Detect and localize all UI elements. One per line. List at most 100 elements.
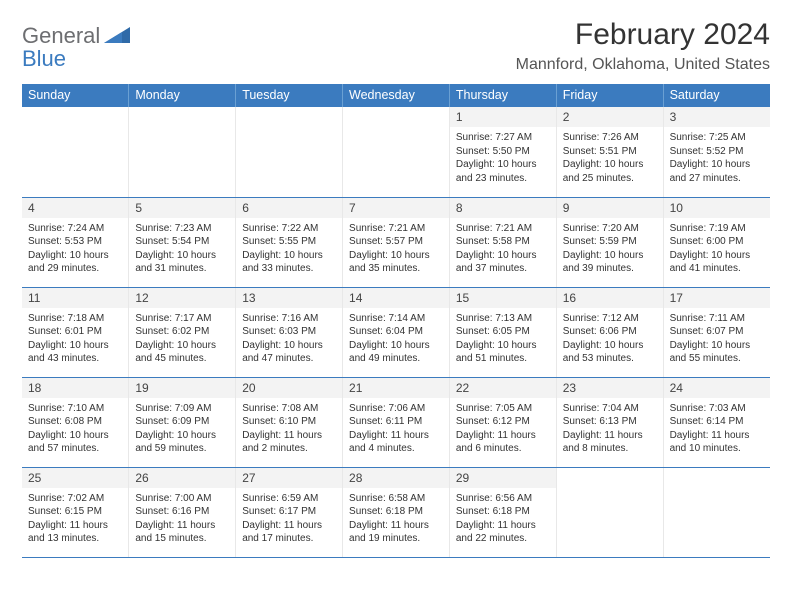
sunrise-line: Sunrise: 6:56 AM: [456, 493, 532, 504]
daylight-line: Daylight: 11 hours and 2 minutes.: [242, 430, 322, 455]
calendar-cell: 9Sunrise: 7:20 AMSunset: 5:59 PMDaylight…: [556, 197, 663, 287]
calendar-cell: 2Sunrise: 7:26 AMSunset: 5:51 PMDaylight…: [556, 107, 663, 197]
day-details: Sunrise: 7:19 AM Sunset: 6:00 PM Daylight:…: [664, 218, 770, 282]
day-details: Sunrise: 7:17 AMSunset: 6:02 PMDaylight:…: [129, 308, 235, 372]
brand-logo: General Blue: [22, 24, 130, 70]
sunrise-line: Sunrise: 7:12 AM: [563, 313, 639, 324]
day-number: 28: [343, 468, 449, 488]
sunrise-line: Sunrise: 7:21 AM: [456, 223, 532, 234]
calendar-cell: [663, 467, 770, 557]
day-details: Sunrise: 7:10 AM Sunset: 6:08 PM Daylight:…: [22, 398, 128, 462]
day-details: Sunrise: 7:21 AM Sunset: 5:58 PM Daylight:…: [450, 218, 556, 282]
daylight-line: Daylight: 10 hours and 57 minutes.: [28, 430, 109, 455]
daylight-line: Daylight: 10 hours and 25 minutes.: [563, 159, 644, 184]
calendar-cell: 25Sunrise: 7:02 AMSunset: 6:15 PMDayligh…: [22, 467, 129, 557]
daylight-line: Daylight: 10 hours and 43 minutes.: [28, 340, 109, 365]
sunrise-line: Sunrise: 7:05 AM: [456, 403, 532, 414]
calendar-week-row: 18Sunrise: 7:10 AMSunset: 6:08 PMDayligh…: [22, 377, 770, 467]
day-number: 3: [664, 107, 770, 127]
sunset-line: Sunset: 6:07 PM: [670, 326, 744, 337]
sunrise-line: Sunrise: 7:03 AM: [670, 403, 746, 414]
day-number: 24: [664, 378, 770, 398]
sunset-line: Sunset: 5:58 PM: [456, 236, 530, 247]
calendar-cell: [343, 107, 450, 197]
sunset-line: Sunset: 5:54 PM: [135, 236, 209, 247]
daylight-line: Daylight: 10 hours and 51 minutes.: [456, 340, 537, 365]
calendar-cell: 15Sunrise: 7:13 AMSunset: 6:05 PMDayligh…: [449, 287, 556, 377]
day-details: Sunrise: 7:12 AMSunset: 6:06 PMDaylight:…: [557, 308, 663, 372]
daylight-line: Daylight: 10 hours and 39 minutes.: [563, 250, 644, 275]
sunrise-line: Sunrise: 7:09 AM: [135, 403, 211, 414]
brand-word1: General: [22, 23, 100, 48]
daylight-line: Daylight: 10 hours and 35 minutes.: [349, 250, 430, 275]
day-number: 29: [450, 468, 556, 488]
sunset-line: Sunset: 6:03 PM: [242, 326, 316, 337]
calendar-week-row: 1Sunrise: 7:27 AMSunset: 5:50 PMDaylight…: [22, 107, 770, 197]
sunrise-line: Sunrise: 6:58 AM: [349, 493, 425, 504]
triangle-icon: [100, 23, 130, 48]
calendar-cell: [22, 107, 129, 197]
daylight-line: Daylight: 10 hours and 41 minutes.: [670, 250, 751, 275]
daylight-line: Daylight: 11 hours and 19 minutes.: [349, 520, 429, 545]
sunset-line: Sunset: 6:12 PM: [456, 416, 530, 427]
daylight-line: Daylight: 10 hours and 33 minutes.: [242, 250, 323, 275]
sunset-line: Sunset: 6:09 PM: [135, 416, 209, 427]
daylight-line: Daylight: 11 hours and 4 minutes.: [349, 430, 429, 455]
daylight-line: Daylight: 10 hours and 53 minutes.: [563, 340, 644, 365]
sunrise-line: Sunrise: 7:02 AM: [28, 493, 104, 504]
daylight-line: Daylight: 10 hours and 23 minutes.: [456, 159, 537, 184]
sunrise-line: Sunrise: 7:08 AM: [242, 403, 318, 414]
calendar-table: Sunday Monday Tuesday Wednesday Thursday…: [22, 84, 770, 558]
day-number: 20: [236, 378, 342, 398]
day-number: 22: [450, 378, 556, 398]
sunset-line: Sunset: 6:00 PM: [670, 236, 744, 247]
day-number: 25: [22, 468, 128, 488]
sunrise-line: Sunrise: 7:13 AM: [456, 313, 532, 324]
day-number: 7: [343, 198, 449, 218]
sunset-line: Sunset: 6:01 PM: [28, 326, 102, 337]
sunrise-line: Sunrise: 7:00 AM: [135, 493, 211, 504]
day-details: Sunrise: 7:26 AMSunset: 5:51 PMDaylight:…: [557, 127, 663, 191]
sunset-line: Sunset: 6:08 PM: [28, 416, 102, 427]
calendar-cell: 12Sunrise: 7:17 AMSunset: 6:02 PMDayligh…: [129, 287, 236, 377]
day-number: 14: [343, 288, 449, 308]
sunrise-line: Sunrise: 7:23 AM: [135, 223, 211, 234]
calendar-cell: 29Sunrise: 6:56 AMSunset: 6:18 PMDayligh…: [449, 467, 556, 557]
sunset-line: Sunset: 6:11 PM: [349, 416, 422, 427]
sunrise-line: Sunrise: 7:21 AM: [349, 223, 425, 234]
day-number: 21: [343, 378, 449, 398]
header: General Blue February 2024 Mannford, Okl…: [22, 18, 770, 74]
day-details: Sunrise: 7:23 AM Sunset: 5:54 PM Daylight:…: [129, 218, 235, 282]
daylight-line: Daylight: 10 hours and 31 minutes.: [135, 250, 216, 275]
daylight-line: Daylight: 10 hours and 59 minutes.: [135, 430, 216, 455]
day-details: Sunrise: 7:18 AM Sunset: 6:01 PM Daylight:…: [22, 308, 128, 372]
day-details: Sunrise: 6:58 AM Sunset: 6:18 PM Daylight:…: [343, 488, 449, 552]
calendar-cell: 7Sunrise: 7:21 AMSunset: 5:57 PMDaylight…: [343, 197, 450, 287]
sunrise-line: Sunrise: 7:19 AM: [670, 223, 746, 234]
day-details: Sunrise: 7:22 AMSunset: 5:55 PMDaylight:…: [236, 218, 342, 282]
sunset-line: Sunset: 6:18 PM: [456, 506, 530, 517]
sunrise-line: Sunrise: 7:26 AM: [563, 132, 639, 143]
calendar-cell: 18Sunrise: 7:10 AMSunset: 6:08 PMDayligh…: [22, 377, 129, 467]
daylight-line: Daylight: 11 hours and 10 minutes.: [670, 430, 750, 455]
sunset-line: Sunset: 6:18 PM: [349, 506, 423, 517]
sunrise-line: Sunrise: 7:27 AM: [456, 132, 532, 143]
calendar-week-row: 4Sunrise: 7:24 AMSunset: 5:53 PMDaylight…: [22, 197, 770, 287]
sunset-line: Sunset: 6:05 PM: [456, 326, 530, 337]
calendar-cell: 23Sunrise: 7:04 AMSunset: 6:13 PMDayligh…: [556, 377, 663, 467]
calendar-cell: 10Sunrise: 7:19 AMSunset: 6:00 PMDayligh…: [663, 197, 770, 287]
calendar-cell: 28 Sunrise: 6:58 AM Sunset: 6:18 PM Dayligh…: [343, 467, 450, 557]
sunset-line: Sunset: 6:02 PM: [135, 326, 209, 337]
day-number: 8: [450, 198, 556, 218]
sunrise-line: Sunrise: 7:10 AM: [28, 403, 104, 414]
calendar-week-row: 11Sunrise: 7:18 AMSunset: 6:01 PMDayligh…: [22, 287, 770, 377]
sunrise-line: Sunrise: 7:18 AM: [28, 313, 104, 324]
day-number: 17: [664, 288, 770, 308]
day-details: Sunrise: 7:25 AMSunset: 5:52 PMDaylight:…: [664, 127, 770, 191]
day-number: 6: [236, 198, 342, 218]
day-number: 16: [557, 288, 663, 308]
sunrise-line: Sunrise: 7:14 AM: [349, 313, 425, 324]
day-number: 12: [129, 288, 235, 308]
daylight-line: Daylight: 10 hours and 37 minutes.: [456, 250, 537, 275]
day-details: Sunrise: 7:11 AMSunset: 6:07 PMDaylight:…: [664, 308, 770, 372]
